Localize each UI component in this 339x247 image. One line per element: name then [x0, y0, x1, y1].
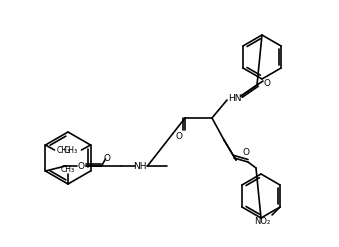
- Text: O: O: [263, 79, 271, 87]
- Text: O: O: [242, 147, 250, 157]
- Text: O: O: [78, 162, 85, 170]
- Text: CH₃: CH₃: [61, 165, 75, 173]
- Text: HN: HN: [228, 94, 242, 103]
- Text: CH₃: CH₃: [56, 145, 71, 155]
- Text: CH₃: CH₃: [63, 145, 78, 155]
- Text: O: O: [176, 131, 182, 141]
- Text: NO₂: NO₂: [254, 217, 270, 226]
- Text: O: O: [104, 153, 111, 163]
- Text: NH: NH: [133, 162, 146, 170]
